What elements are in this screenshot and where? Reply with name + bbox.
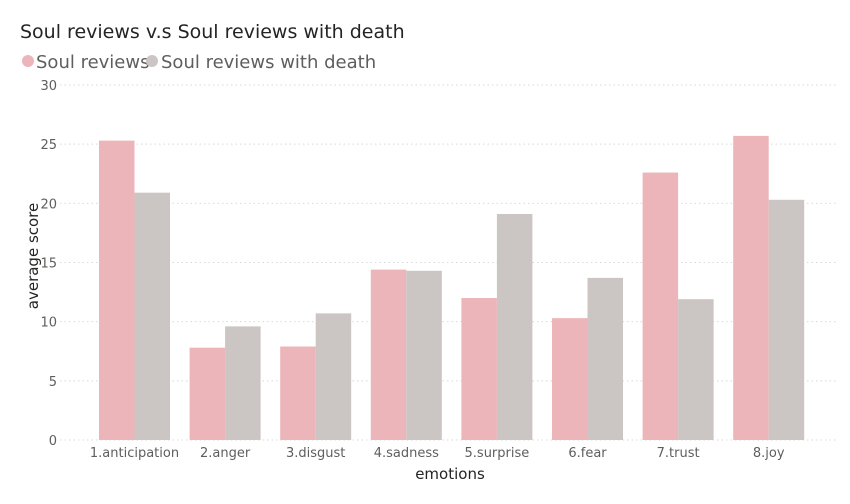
x-tick-label: 8.joy bbox=[753, 446, 785, 461]
x-tick-label: 5.surprise bbox=[465, 446, 530, 461]
legend-marker-soul-reviews-with-death bbox=[146, 55, 158, 67]
y-tick-label: 15 bbox=[40, 257, 57, 272]
y-tick-label: 20 bbox=[40, 197, 57, 212]
x-tick-label: 2.anger bbox=[200, 446, 251, 461]
bar-soul-reviews-with-death-anger[interactable] bbox=[225, 326, 261, 440]
bar-soul-reviews-with-death-surprise[interactable] bbox=[496, 213, 533, 440]
y-tick-label: 30 bbox=[40, 79, 57, 94]
bar-soul-reviews-anticipation[interactable] bbox=[99, 140, 135, 440]
bar-soul-reviews-anger[interactable] bbox=[189, 347, 226, 440]
y-tick-label: 10 bbox=[40, 316, 57, 331]
bar-soul-reviews-disgust[interactable] bbox=[280, 346, 316, 440]
legend-label-soul-reviews-with-death: Soul reviews with death bbox=[161, 52, 376, 73]
x-axis-ticks: 1.anticipation 2.anger 3.disgust 4.sadness 5… bbox=[90, 446, 785, 461]
legend-marker-soul-reviews bbox=[22, 55, 34, 67]
bar-soul-reviews-joy[interactable] bbox=[733, 135, 769, 440]
y-tick-label: 5 bbox=[49, 375, 57, 390]
bar-soul-reviews-with-death-disgust[interactable] bbox=[315, 313, 352, 440]
bar-soul-reviews-surprise[interactable] bbox=[461, 298, 497, 440]
x-tick-label: 3.disgust bbox=[286, 446, 345, 461]
bar-soul-reviews-with-death-joy[interactable] bbox=[768, 199, 805, 440]
x-tick-label: 6.fear bbox=[568, 446, 607, 461]
x-tick-label: 1.anticipation bbox=[90, 446, 179, 461]
bar-soul-reviews-with-death-anticipation[interactable] bbox=[134, 192, 171, 440]
bar-soul-reviews-trust[interactable] bbox=[642, 172, 679, 441]
y-tick-label: 25 bbox=[40, 138, 57, 153]
chart-title: Soul reviews v.s Soul reviews with death bbox=[20, 21, 405, 43]
y-tick-label: 0 bbox=[49, 434, 57, 449]
bars bbox=[99, 135, 805, 441]
legend[interactable]: Soul reviews Soul reviews with death bbox=[22, 52, 376, 73]
y-axis-title: average score bbox=[24, 203, 42, 309]
legend-item-soul-reviews-with-death[interactable]: Soul reviews with death bbox=[146, 52, 376, 73]
legend-label-soul-reviews: Soul reviews bbox=[36, 52, 149, 73]
bar-soul-reviews-with-death-sadness[interactable] bbox=[406, 270, 442, 440]
bar-soul-reviews-sadness[interactable] bbox=[370, 269, 407, 440]
bar-soul-reviews-fear[interactable] bbox=[552, 318, 588, 440]
x-tick-label: 4.sadness bbox=[374, 446, 439, 461]
bar-soul-reviews-with-death-fear[interactable] bbox=[587, 277, 624, 440]
bar-soul-reviews-with-death-trust[interactable] bbox=[678, 299, 714, 440]
x-axis-title: emotions bbox=[415, 465, 485, 483]
legend-item-soul-reviews[interactable]: Soul reviews bbox=[22, 52, 149, 73]
gridlines bbox=[60, 84, 838, 441]
y-axis-ticks: 0 5 10 15 20 25 30 bbox=[40, 79, 57, 449]
x-tick-label: 7.trust bbox=[657, 446, 700, 461]
